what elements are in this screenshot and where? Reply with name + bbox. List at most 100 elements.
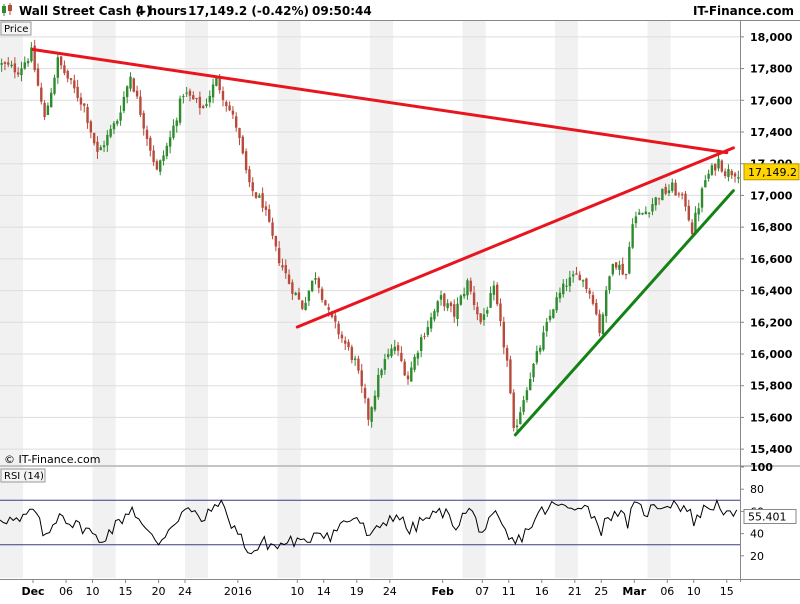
candle-body bbox=[73, 80, 76, 89]
price-label-box bbox=[0, 21, 32, 36]
price-panel: Price © IT-Finance.com 15,400 15,600 15,800 1… bbox=[0, 21, 800, 582]
candle-body bbox=[125, 86, 129, 98]
time-tick-label: Feb bbox=[431, 585, 454, 598]
rsi-line bbox=[0, 499, 738, 555]
brand-label: IT-Finance.com bbox=[693, 4, 794, 18]
candle-body bbox=[591, 295, 595, 304]
candle-body bbox=[618, 264, 621, 270]
candle-body bbox=[651, 204, 654, 212]
time-tick-label: 19 bbox=[350, 585, 364, 598]
candle-body bbox=[109, 128, 112, 137]
candle-body bbox=[611, 264, 615, 275]
candle-body bbox=[241, 136, 245, 154]
candle-body bbox=[383, 359, 387, 370]
candle-body bbox=[132, 78, 135, 92]
candle-body bbox=[529, 379, 532, 391]
candle-body bbox=[340, 334, 344, 339]
time-axis: Dec 06 10 15 20 24 2016 10 14 19 24 Feb 07 11 16 21 25 Ma… bbox=[0, 579, 800, 598]
candle-body bbox=[377, 374, 380, 398]
time-tick-label: 15 bbox=[720, 585, 734, 598]
time-tick-label: 10 bbox=[86, 585, 100, 598]
candle-body bbox=[466, 280, 469, 296]
candle-body bbox=[403, 361, 406, 376]
candle-body bbox=[337, 323, 340, 335]
candle-body bbox=[509, 359, 512, 394]
rsi-week-stripe bbox=[277, 467, 301, 578]
candle-body bbox=[730, 171, 733, 176]
candle-body bbox=[512, 392, 515, 428]
resistance-trendline bbox=[295, 146, 735, 329]
rsi-value-tag bbox=[743, 509, 797, 525]
candle-body bbox=[624, 273, 628, 276]
candle-body bbox=[195, 98, 198, 100]
candlestick-icon bbox=[2, 3, 12, 16]
candle-body bbox=[188, 90, 192, 96]
candle-body bbox=[304, 302, 307, 310]
candle-body bbox=[502, 321, 505, 348]
candle-body bbox=[135, 90, 139, 97]
candle-body bbox=[155, 161, 159, 170]
candle-body bbox=[162, 155, 165, 161]
candle-body bbox=[657, 198, 661, 200]
candle-body bbox=[40, 87, 43, 102]
candle-body bbox=[10, 64, 13, 67]
candle-body bbox=[16, 72, 20, 75]
candle-body bbox=[327, 307, 330, 310]
candle-body bbox=[446, 303, 449, 309]
candle-body bbox=[456, 303, 459, 320]
price-tick-label: 17,400 bbox=[750, 126, 793, 139]
rsi-week-stripe bbox=[555, 467, 579, 578]
candle-body bbox=[555, 297, 558, 311]
candle-body bbox=[545, 321, 548, 332]
candle-body bbox=[687, 205, 690, 221]
candle-body bbox=[723, 171, 727, 177]
candle-body bbox=[595, 302, 598, 315]
candle-body bbox=[251, 182, 254, 192]
candle-body bbox=[495, 284, 499, 305]
candle-body bbox=[704, 180, 707, 188]
candle-body bbox=[149, 137, 152, 151]
candle-body bbox=[152, 150, 155, 163]
timeframe-label: 4 hours bbox=[136, 4, 187, 18]
candle-body bbox=[720, 160, 724, 172]
time-tick-label: 2016 bbox=[224, 585, 252, 598]
candle-body bbox=[301, 300, 304, 309]
candle-body bbox=[357, 358, 360, 371]
candle-body bbox=[429, 317, 433, 329]
candle-body bbox=[717, 158, 720, 169]
candle-body bbox=[608, 276, 611, 290]
candle-body bbox=[535, 351, 539, 363]
candle-body bbox=[320, 288, 324, 300]
time-tick-label: 10 bbox=[687, 585, 701, 598]
candle-body bbox=[360, 370, 363, 387]
candle-body bbox=[20, 68, 23, 76]
rsi-value-label: 55.401 bbox=[748, 511, 787, 524]
candle-body bbox=[439, 295, 443, 300]
rsi-week-stripe bbox=[370, 467, 394, 578]
candle-body bbox=[690, 222, 694, 234]
candle-body bbox=[205, 104, 208, 106]
rsi-week-stripe bbox=[92, 467, 116, 578]
candle-body bbox=[334, 315, 337, 322]
candle-body bbox=[634, 216, 638, 224]
candle-body bbox=[614, 262, 618, 268]
candle-body bbox=[677, 193, 681, 195]
candle-body bbox=[261, 193, 264, 208]
candle-body bbox=[258, 195, 261, 198]
candle-body bbox=[664, 186, 667, 194]
candle-body bbox=[66, 70, 69, 79]
time-tick-label: Mar bbox=[622, 585, 646, 598]
candle-body bbox=[479, 313, 482, 323]
candle-body bbox=[420, 337, 423, 351]
candle-body bbox=[575, 273, 578, 275]
candle-body bbox=[7, 62, 10, 65]
price-tick-label: 17,600 bbox=[750, 94, 793, 107]
candle-body bbox=[373, 395, 377, 410]
candle-body bbox=[585, 278, 588, 290]
candle-body bbox=[56, 57, 60, 78]
candle-body bbox=[641, 212, 644, 215]
candle-body bbox=[631, 224, 634, 248]
candle-body bbox=[410, 367, 413, 382]
candle-body bbox=[218, 77, 221, 91]
